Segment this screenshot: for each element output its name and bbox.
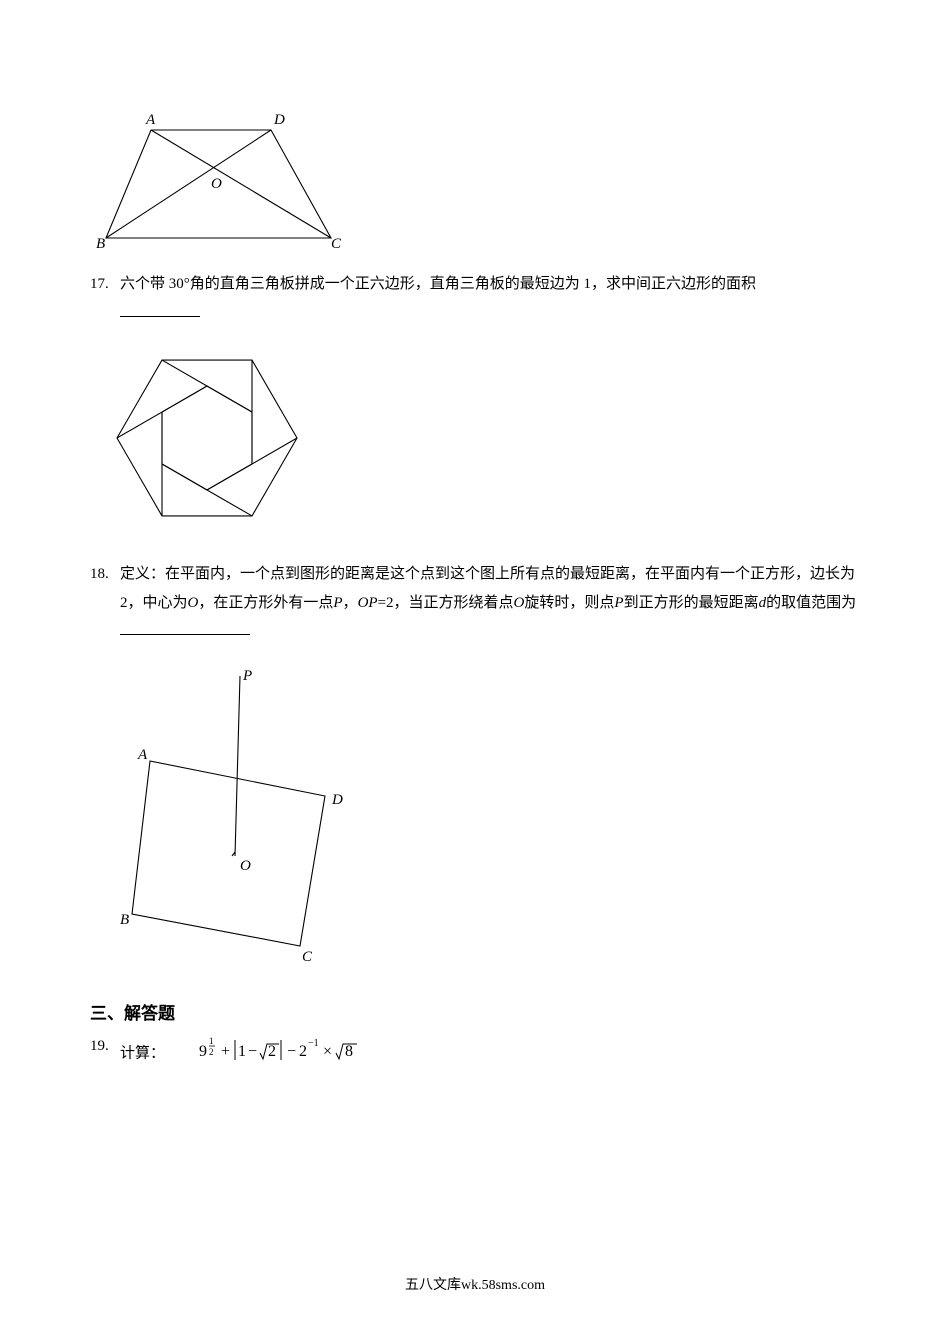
svg-text:−: − bbox=[248, 1043, 257, 1060]
square-abcd bbox=[132, 761, 325, 946]
label-a: A bbox=[145, 112, 156, 128]
q19-number: 19. bbox=[90, 1032, 120, 1077]
diag-bd bbox=[106, 130, 271, 238]
q17-number: 17. bbox=[90, 270, 120, 327]
svg-text:9: 9 bbox=[199, 1043, 207, 1060]
svg-text:2: 2 bbox=[268, 1043, 276, 1060]
q19-text: 计算： bbox=[120, 1045, 165, 1061]
svg-text:1: 1 bbox=[209, 1036, 214, 1046]
q18-t4: =2，当正方形绕着点 bbox=[378, 595, 514, 611]
q18-t7: 的取值范围为 bbox=[766, 595, 856, 611]
svg-text:1: 1 bbox=[238, 1043, 246, 1060]
label-a: A bbox=[137, 747, 148, 763]
q18-t5: 旋转时，则点 bbox=[524, 595, 614, 611]
svg-text:8: 8 bbox=[345, 1043, 353, 1060]
question-19: 19. 计算： 9 1 2 + 1 bbox=[90, 1032, 860, 1077]
figure-17 bbox=[102, 333, 860, 548]
figure-16-svg: A D B C O bbox=[96, 108, 346, 253]
page-footer: 五八文库wk.58sms.com bbox=[0, 1274, 950, 1294]
question-18: 18. 定义：在平面内，一个点到图形的距离是这个点到这个图上所有点的最短距离，在… bbox=[90, 560, 860, 646]
section-3-heading: 三、解答题 bbox=[90, 999, 860, 1024]
q18-O1: O bbox=[188, 595, 199, 611]
label-d: D bbox=[273, 112, 285, 128]
question-17: 17. 六个带 30°角的直角三角板拼成一个正六边形，直角三角板的最短边为 1，… bbox=[90, 270, 860, 327]
q18-P2: P bbox=[614, 595, 623, 611]
label-o: O bbox=[240, 858, 251, 874]
label-d: D bbox=[331, 792, 343, 808]
q18-OP: OP bbox=[358, 595, 378, 611]
q18-t2: ，在正方形外有一点 bbox=[198, 595, 333, 611]
q19-formula: 9 1 2 + 1 − 2 bbox=[199, 1032, 369, 1077]
q19-body: 计算： 9 1 2 + 1 − bbox=[120, 1032, 860, 1077]
q18-d: d bbox=[759, 595, 767, 611]
outer-hexagon bbox=[117, 360, 297, 516]
svg-text:+: + bbox=[221, 1043, 230, 1060]
svg-text:2: 2 bbox=[209, 1047, 214, 1057]
figure-18-svg: P A D C B O bbox=[120, 656, 370, 966]
q17-body: 六个带 30°角的直角三角板拼成一个正六边形，直角三角板的最短边为 1，求中间正… bbox=[120, 270, 860, 327]
label-b: B bbox=[96, 236, 105, 252]
q17-text: 六个带 30°角的直角三角板拼成一个正六边形，直角三角板的最短边为 1，求中间正… bbox=[120, 276, 756, 292]
q18-P1: P bbox=[333, 595, 342, 611]
svg-text:×: × bbox=[323, 1043, 332, 1060]
label-b: B bbox=[120, 912, 129, 928]
svg-text:−1: −1 bbox=[308, 1038, 319, 1049]
q17-blank bbox=[120, 302, 200, 317]
diag-ac bbox=[151, 130, 331, 238]
svg-text:−: − bbox=[287, 1043, 296, 1060]
page-content: A D B C O 17. 六个带 30°角的直角三角板拼成一个正六边形，直角三… bbox=[0, 0, 950, 1076]
label-p: P bbox=[242, 668, 252, 684]
figure-17-svg bbox=[102, 333, 312, 543]
q18-body: 定义：在平面内，一个点到图形的距离是这个点到这个图上所有点的最短距离，在平面内有… bbox=[120, 560, 860, 646]
figure-16: A D B C O bbox=[96, 108, 860, 258]
label-o: O bbox=[211, 176, 222, 192]
figure-18: P A D C B O bbox=[120, 656, 860, 971]
label-c: C bbox=[302, 949, 313, 965]
svg-text:2: 2 bbox=[299, 1043, 307, 1060]
q18-number: 18. bbox=[90, 560, 120, 646]
q18-t6: 到正方形的最短距离 bbox=[624, 595, 759, 611]
q18-O2: O bbox=[514, 595, 525, 611]
label-c: C bbox=[331, 236, 342, 252]
inner-hexagon bbox=[162, 386, 252, 490]
q19-formula-svg: 9 1 2 + 1 − 2 bbox=[199, 1032, 369, 1066]
q18-blank bbox=[120, 620, 250, 635]
q18-t3: ， bbox=[343, 595, 358, 611]
line-op bbox=[235, 676, 240, 856]
